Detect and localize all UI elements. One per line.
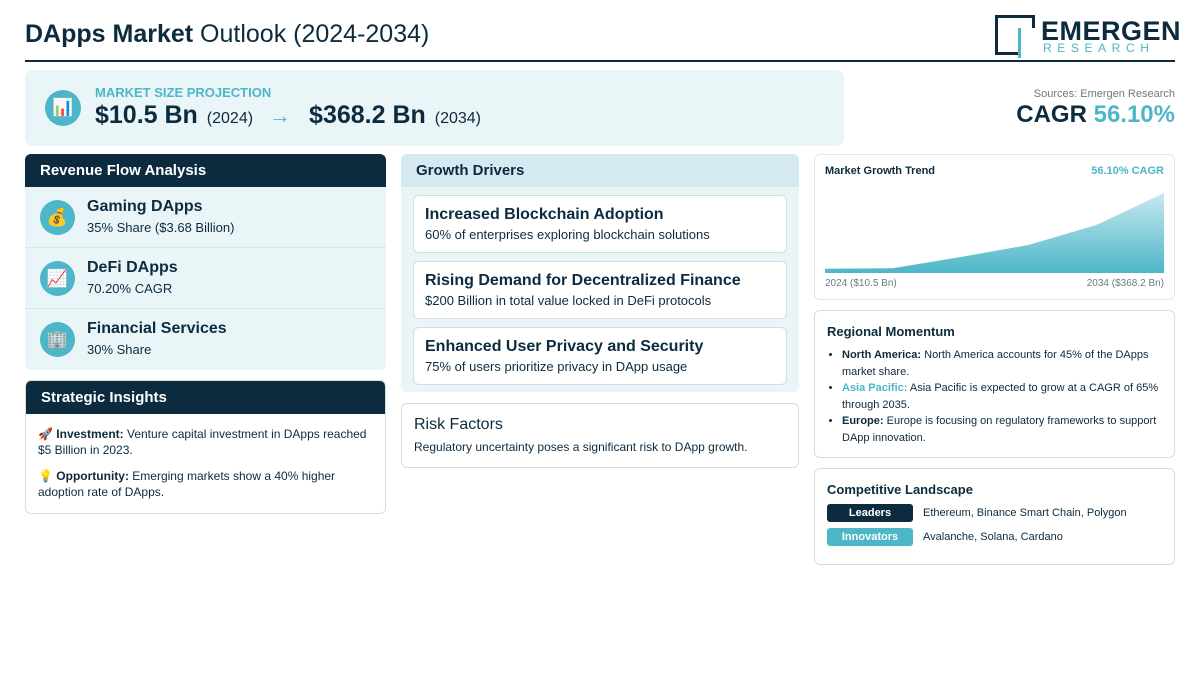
region-text: North America accounts for 45% of the DA…: [842, 349, 1149, 378]
insight-text: Venture capital investment in DApps reac…: [38, 427, 367, 457]
insight-label: Opportunity:: [56, 469, 129, 483]
trend-cagr: 56.10% CAGR: [1091, 165, 1164, 177]
regional-momentum-card: Regional Momentum North America: North A…: [814, 310, 1175, 458]
growth-area-chart: [825, 193, 1164, 273]
arrow-right-icon: →: [269, 103, 292, 128]
insight-text: Emerging markets show a 40% higher adopt…: [38, 469, 336, 499]
growth-drivers-card: Growth Drivers Increased Blockchain Adop…: [401, 154, 799, 392]
revenue-item-title: Financial Services: [87, 320, 227, 337]
strategic-insights-title: Strategic Insights: [26, 381, 385, 414]
regional-list: North America: North America accounts fo…: [842, 347, 1162, 446]
leaders-list: Ethereum, Binance Smart Chain, Polygon: [923, 507, 1127, 519]
risk-factors-title: Risk Factors: [414, 416, 503, 433]
page-title-bold: DApps Market: [25, 20, 194, 48]
region-name: North America:: [842, 349, 922, 361]
leaders-tag: Leaders: [827, 504, 913, 522]
sources-text: Sources: Emergen Research: [1033, 88, 1175, 100]
insight-label: Investment:: [56, 427, 124, 441]
innovators-list: Avalanche, Solana, Cardano: [923, 531, 1063, 543]
driver-subtitle: 75% of users prioritize privacy in DApp …: [425, 359, 688, 374]
strategic-insights-body: 🚀 Investment: Venture capital investment…: [26, 414, 385, 500]
growth-drivers-title: Growth Drivers: [401, 154, 799, 187]
cagr-summary: Sources: Emergen Research CAGR 56.10%: [1016, 88, 1175, 129]
competitive-landscape-card: Competitive Landscape Leaders Ethereum, …: [814, 468, 1175, 565]
risk-factors-card: Risk Factors Regulatory uncertainty pose…: [401, 403, 799, 468]
list-item: North America: North America accounts fo…: [842, 347, 1162, 380]
risk-factors-text: Regulatory uncertainty poses a significa…: [414, 440, 748, 454]
revenue-flow-card: Revenue Flow Analysis 💰 Gaming DApps 35%…: [25, 154, 386, 370]
driver-title: Enhanced User Privacy and Security: [425, 338, 704, 355]
region-name: Europe:: [842, 415, 884, 427]
page-title-rest: Outlook (2024-2034): [193, 20, 430, 48]
page-title: DApps Market Outlook (2024-2034): [25, 20, 429, 49]
driver-item: Enhanced User Privacy and Security 75% o…: [413, 327, 787, 385]
competitive-landscape-title: Competitive Landscape: [827, 482, 973, 497]
driver-title: Rising Demand for Decentralized Finance: [425, 272, 741, 289]
market-growth-trend-card: Market Growth Trend 56.10% CAGR 2024 ($1…: [814, 154, 1175, 300]
driver-title: Increased Blockchain Adoption: [425, 206, 664, 223]
money-bag-icon: 💰: [40, 200, 75, 235]
insight-item: 🚀 Investment: Venture capital investment…: [38, 426, 373, 458]
logo-mark-icon: [995, 15, 1035, 58]
strategic-insights-card: Strategic Insights 🚀 Investment: Venture…: [25, 380, 386, 514]
brand-logo: EMERGEN RESEARCH: [995, 14, 1181, 58]
logo-subtitle: RESEARCH: [1043, 41, 1155, 55]
market-size-projection: 📊 MARKET SIZE PROJECTION $10.5 Bn (2024)…: [25, 70, 844, 146]
cagr-label: CAGR: [1016, 101, 1087, 128]
region-text: Asia Pacific is expected to grow at a CA…: [842, 382, 1159, 411]
projection-end-year: (2034): [434, 110, 481, 127]
building-icon: 🏢: [40, 322, 75, 357]
projection-start-year: (2024): [206, 110, 254, 127]
bar-chart-icon: 📊: [45, 90, 81, 126]
driver-item: Rising Demand for Decentralized Finance …: [413, 261, 787, 319]
page-header: DApps Market Outlook (2024-2034) EMERGEN…: [25, 12, 1181, 62]
revenue-item-subtitle: 35% Share ($3.68 Billion): [87, 220, 235, 235]
revenue-item: 📈 DeFi DApps 70.20% CAGR: [25, 248, 386, 309]
projection-label: MARKET SIZE PROJECTION: [95, 85, 272, 100]
lightbulb-icon: 💡: [38, 469, 53, 483]
trend-end-label: 2034 ($368.2 Bn): [1086, 278, 1164, 289]
revenue-item: 💰 Gaming DApps 35% Share ($3.68 Billion): [25, 187, 386, 248]
innovators-tag: Innovators: [827, 528, 913, 546]
projection-values: $10.5 Bn (2024) → $368.2 Bn (2034): [95, 101, 481, 130]
cagr-number: 56.10%: [1093, 101, 1175, 128]
revenue-item-title: DeFi DApps: [87, 259, 178, 276]
region-name: Asia Pacific:: [842, 382, 908, 394]
list-item: Asia Pacific: Asia Pacific is expected t…: [842, 380, 1162, 413]
trend-title: Market Growth Trend: [825, 165, 936, 177]
revenue-item-subtitle: 70.20% CAGR: [87, 281, 173, 296]
region-text: Europe is focusing on regulatory framewo…: [842, 415, 1157, 444]
projection-start-value: $10.5 Bn: [95, 101, 198, 129]
list-item: Europe: Europe is focusing on regulatory…: [842, 413, 1162, 446]
regional-momentum-title: Regional Momentum: [827, 324, 955, 339]
driver-item: Increased Blockchain Adoption 60% of ent…: [413, 195, 787, 253]
revenue-item: 🏢 Financial Services 30% Share: [25, 309, 386, 370]
trend-start-label: 2024 ($10.5 Bn): [825, 278, 897, 289]
projection-end-value: $368.2 Bn: [309, 101, 426, 129]
revenue-flow-title: Revenue Flow Analysis: [25, 154, 386, 187]
logo-name: EMERGEN: [1041, 16, 1182, 46]
rocket-icon: 🚀: [38, 427, 53, 441]
insight-item: 💡 Opportunity: Emerging markets show a 4…: [38, 468, 373, 500]
trend-up-icon: 📈: [40, 261, 75, 296]
cagr-value: CAGR 56.10%: [1016, 101, 1175, 129]
growth-area: [825, 193, 1164, 273]
driver-subtitle: $200 Billion in total value locked in De…: [425, 293, 712, 308]
revenue-item-subtitle: 30% Share: [87, 342, 152, 357]
driver-subtitle: 60% of enterprises exploring blockchain …: [425, 227, 710, 242]
revenue-item-title: Gaming DApps: [87, 198, 203, 215]
